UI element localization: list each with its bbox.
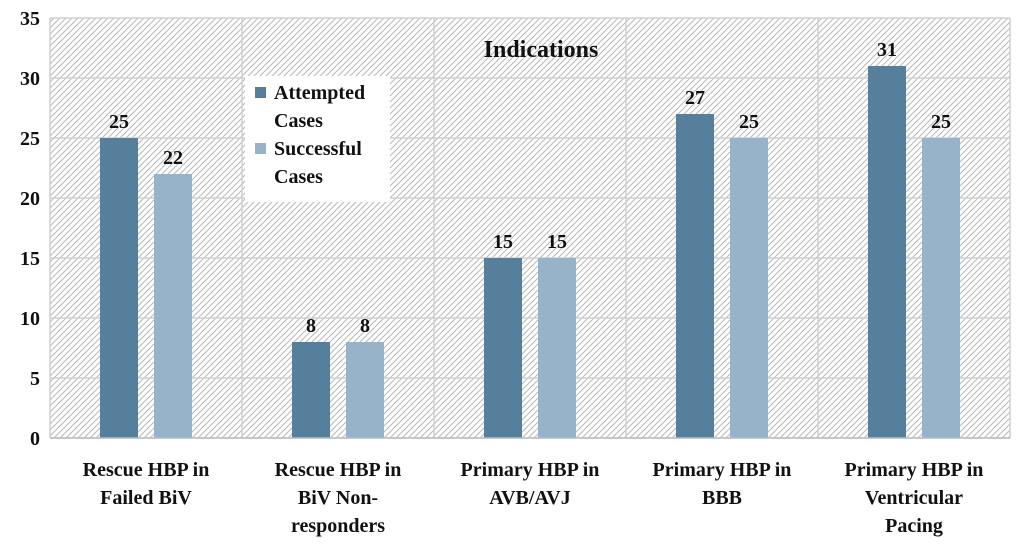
data-label: 8 xyxy=(360,315,370,337)
bar-attempted xyxy=(484,258,522,438)
data-label: 25 xyxy=(739,111,759,133)
y-tick-label: 5 xyxy=(30,368,40,390)
y-tick-label: 10 xyxy=(20,308,40,330)
y-tick-label: 20 xyxy=(20,188,40,210)
y-tick-label: 35 xyxy=(20,8,40,30)
bar-attempted xyxy=(676,114,714,438)
data-label: 15 xyxy=(547,231,567,253)
legend-label: Successful Cases xyxy=(274,138,362,188)
bar-successful xyxy=(730,138,768,438)
bar-attempted xyxy=(868,66,906,438)
bar-successful xyxy=(154,174,192,438)
data-label: 22 xyxy=(163,147,183,169)
x-tick-label: Primary HBP in BBB xyxy=(653,459,792,509)
data-label: 8 xyxy=(306,315,316,337)
y-tick-label: 25 xyxy=(20,128,40,150)
data-label: 25 xyxy=(931,111,951,133)
data-label: 25 xyxy=(109,111,129,133)
x-tick-label: Primary HBP in Ventricular Pacing xyxy=(845,459,984,537)
x-tick-label: Rescue HBP in Failed BiV xyxy=(83,459,210,509)
bar-successful xyxy=(538,258,576,438)
chart-title: Indications xyxy=(484,37,599,63)
legend-swatch xyxy=(255,143,266,154)
bar-successful xyxy=(346,342,384,438)
y-tick-label: 15 xyxy=(20,248,40,270)
bar-attempted xyxy=(292,342,330,438)
data-label: 31 xyxy=(877,39,897,61)
bar-attempted xyxy=(100,138,138,438)
legend-box xyxy=(245,76,390,202)
legend: Attempted Cases Successful Cases xyxy=(245,76,390,202)
bar-successful xyxy=(922,138,960,438)
data-label: 27 xyxy=(685,87,705,109)
x-tick-label: Rescue HBP in BiV Non-responders xyxy=(275,459,402,537)
y-tick-label: 30 xyxy=(20,68,40,90)
legend-label: Attempted Cases xyxy=(274,82,365,132)
x-tick-label: Primary HBP in AVB/AVJ xyxy=(461,459,600,509)
y-tick-label: 0 xyxy=(30,428,40,450)
data-label: 15 xyxy=(493,231,513,253)
legend-swatch xyxy=(255,87,266,98)
plot-area xyxy=(50,18,1010,438)
